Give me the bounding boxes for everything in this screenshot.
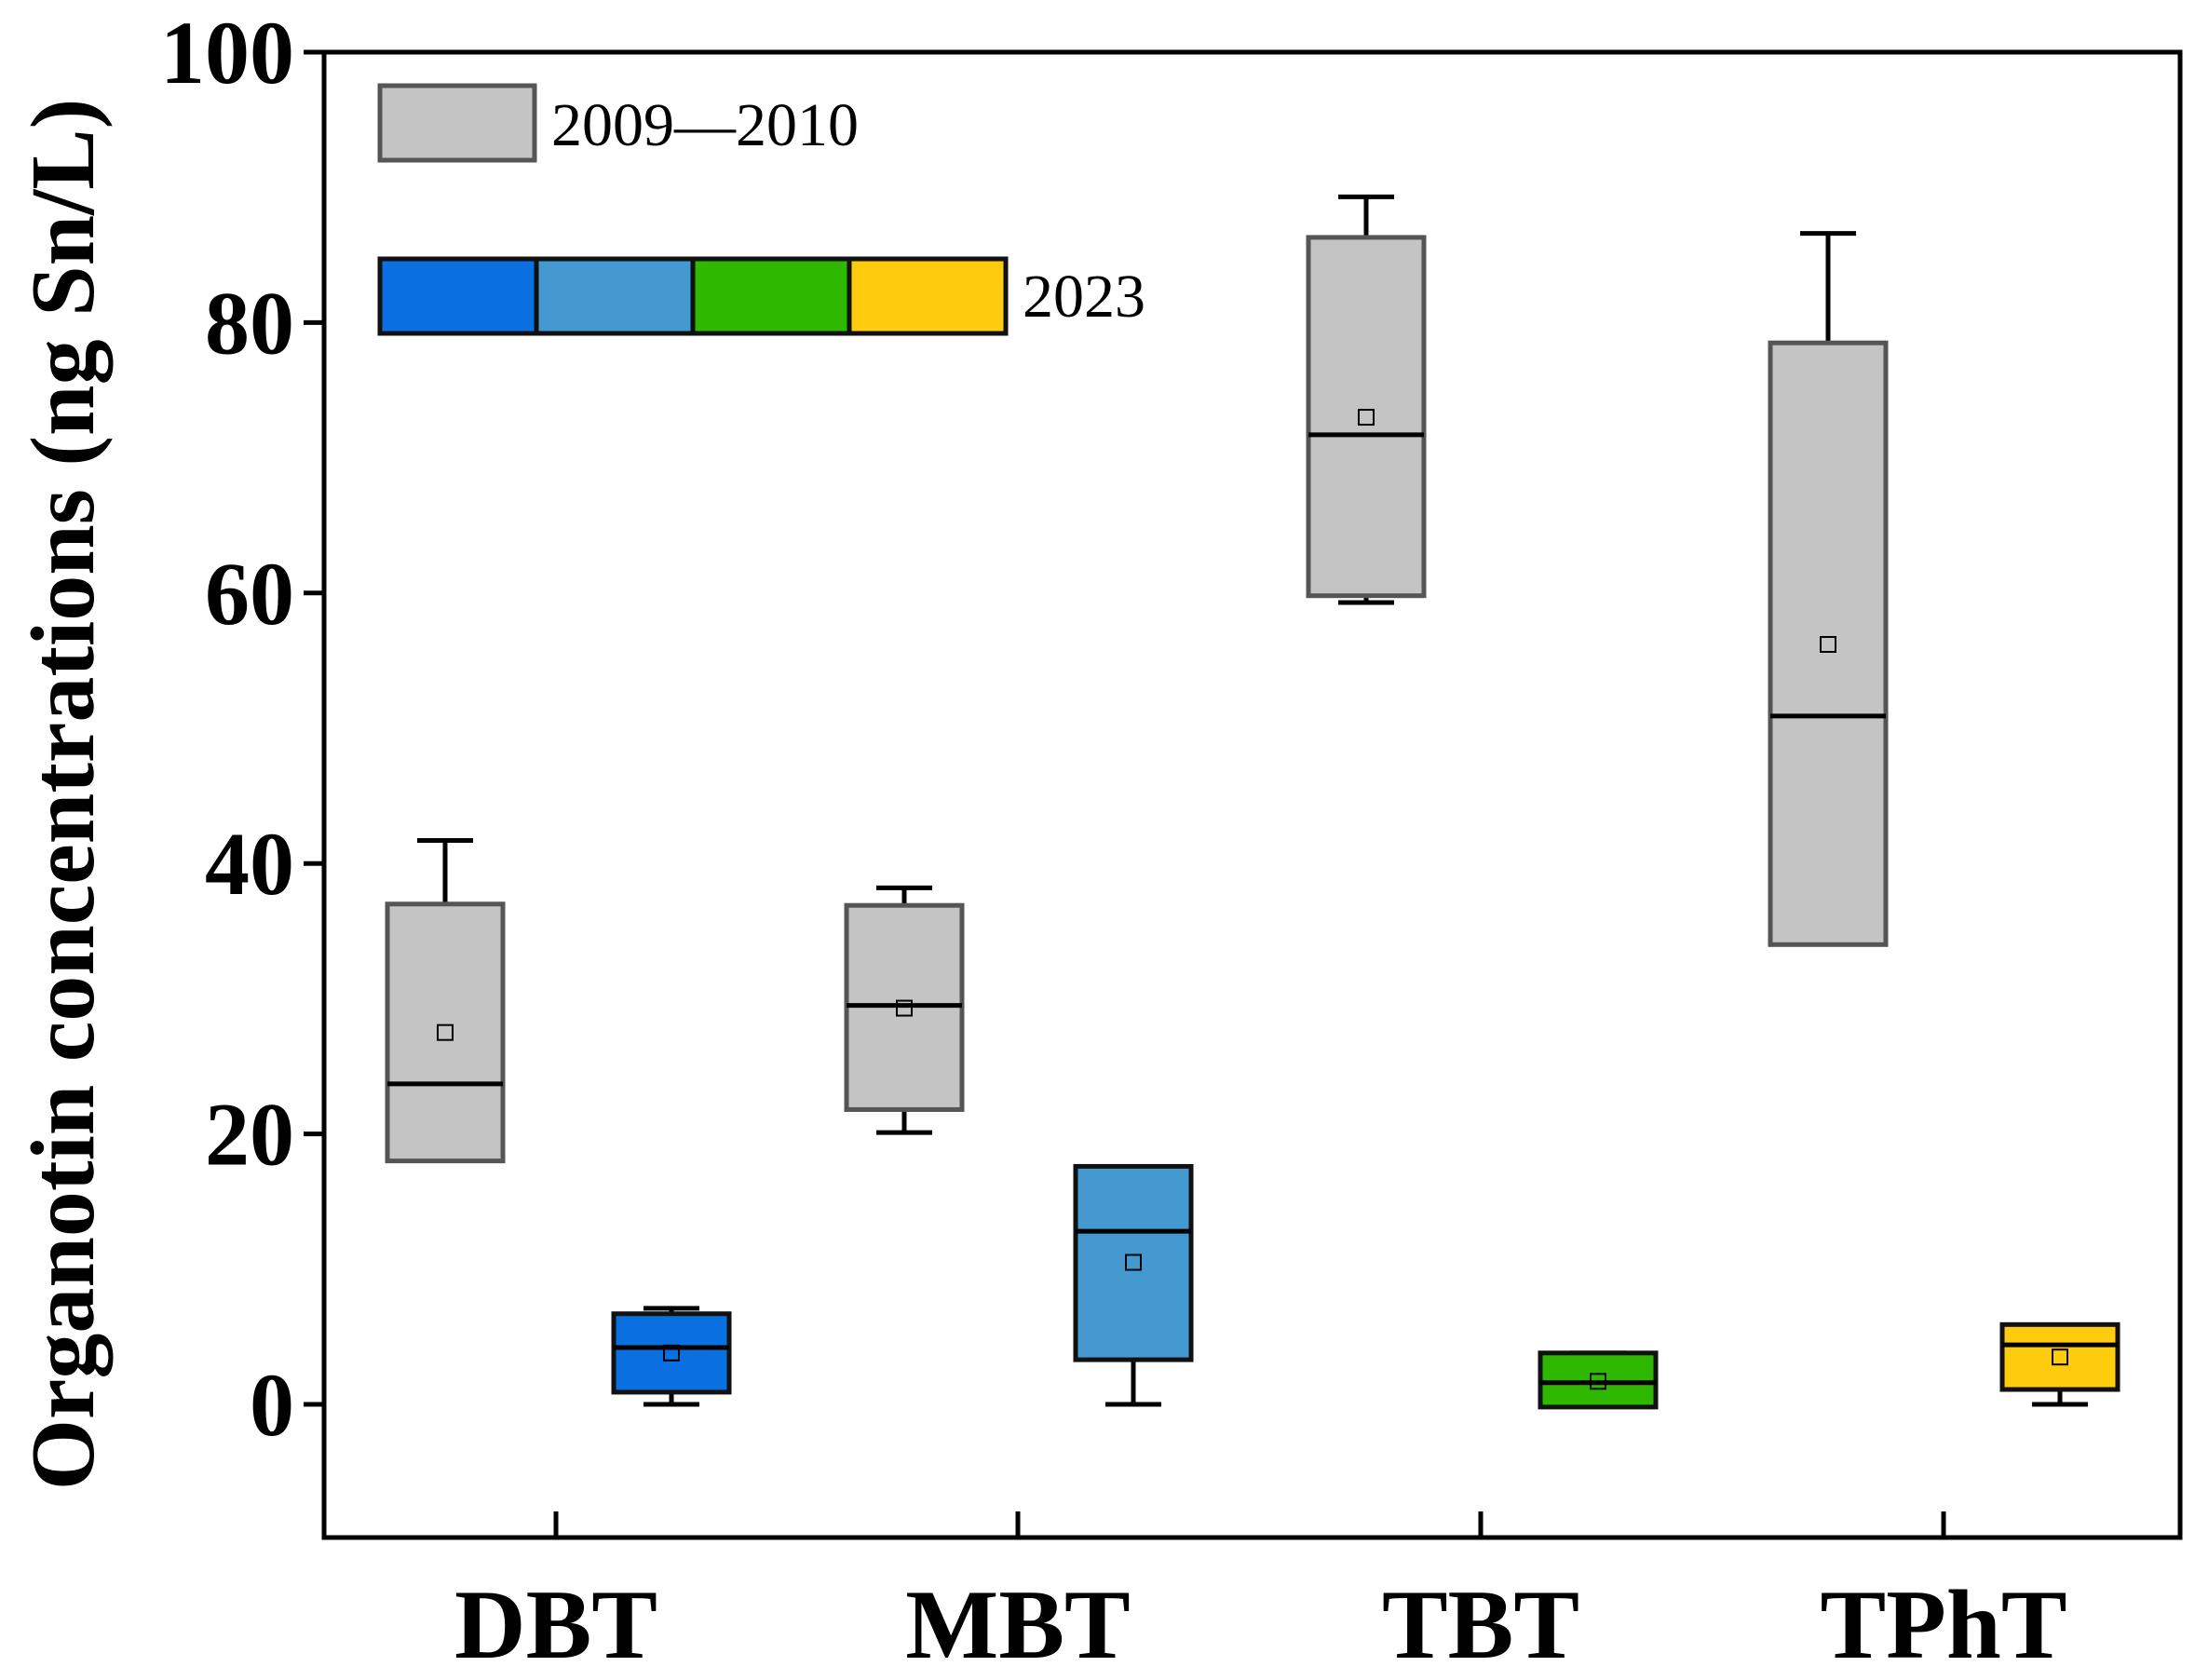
legend-swatch-2009-2010 (377, 83, 537, 163)
legend-swatch-2023-3 (690, 256, 852, 336)
boxes-layer (385, 194, 2120, 1410)
baseline-box-mbt (844, 885, 965, 1135)
recent-box-tpht (1999, 1321, 2120, 1407)
baseline-mean-marker-dbt (437, 1023, 454, 1041)
recent-iqr-box-tbt (1538, 1350, 1659, 1410)
x-category-label-dbt: DBT (454, 1570, 657, 1679)
axes-layer: 0 20 40 60 80 100 DBT MBT TBT TPhT (160, 3, 2067, 1679)
recent-iqr-box-tpht (1999, 1321, 2120, 1392)
y-tick-label-80: 80 (205, 273, 294, 373)
recent-box-mbt (1073, 1163, 1194, 1407)
recent-iqr-box-dbt (611, 1311, 732, 1395)
plot-frame (321, 49, 2183, 1540)
recent-iqr-box-mbt (1073, 1163, 1194, 1362)
legend: 2009—2010 2023 (377, 83, 1145, 336)
recent-mean-marker-tbt (1590, 1373, 1606, 1390)
recent-mean-marker-mbt (1125, 1253, 1142, 1271)
baseline-box-dbt (385, 838, 506, 1164)
baseline-iqr-box-tbt (1306, 235, 1427, 599)
baseline-mean-marker-mbt (896, 999, 913, 1017)
legend-label-2023: 2023 (1023, 263, 1145, 331)
recent-mean-marker-dbt (663, 1344, 680, 1362)
recent-mean-marker-tpht (2052, 1348, 2068, 1366)
baseline-box-tpht (1768, 231, 1889, 947)
y-tick-label-40: 40 (205, 814, 294, 914)
x-category-label-tpht: TPhT (1820, 1570, 2066, 1679)
y-tick-label-60: 60 (205, 544, 294, 644)
baseline-iqr-box-tpht (1768, 340, 1889, 947)
baseline-mean-marker-tpht (1820, 635, 1836, 653)
baseline-box-tbt (1306, 194, 1427, 605)
y-tick-label-20: 20 (205, 1085, 294, 1185)
y-axis-label: Organotin concentrations (ng Sn/L) (13, 99, 114, 1491)
y-tick-label-100: 100 (160, 3, 294, 102)
legend-swatch-2023-4 (847, 256, 1009, 336)
baseline-mean-marker-tbt (1358, 409, 1375, 427)
recent-box-dbt (611, 1306, 732, 1407)
x-category-label-mbt: MBT (905, 1570, 1130, 1679)
baseline-iqr-box-dbt (385, 901, 506, 1164)
legend-label-2009-2010: 2009—2010 (551, 91, 859, 159)
x-category-label-tbt: TBT (1382, 1570, 1579, 1679)
y-tick-label-0: 0 (250, 1355, 294, 1455)
legend-swatch-2023-1 (377, 256, 539, 336)
legend-swatch-2023-2 (534, 256, 696, 336)
recent-box-tbt (1538, 1350, 1659, 1410)
